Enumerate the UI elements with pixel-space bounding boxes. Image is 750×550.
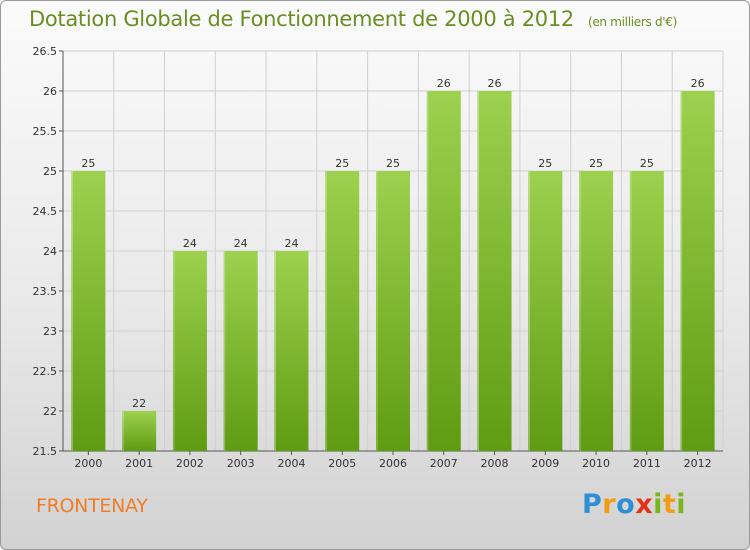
bars bbox=[71, 91, 715, 451]
bar-2010 bbox=[579, 171, 614, 451]
chart-subtitle: (en milliers d'€) bbox=[587, 15, 677, 29]
bar-2000 bbox=[71, 171, 106, 451]
x-tick-label-2002: 2002 bbox=[176, 457, 204, 470]
bar-2011 bbox=[629, 171, 664, 451]
bar-2012 bbox=[680, 91, 715, 451]
bar-2003 bbox=[223, 251, 258, 451]
bar-2004 bbox=[274, 251, 309, 451]
value-label-2001: 22 bbox=[132, 397, 146, 410]
y-tick-label: 21.5 bbox=[33, 445, 58, 458]
bar-2009 bbox=[528, 171, 563, 451]
value-label-2000: 25 bbox=[81, 157, 95, 170]
y-tick-labels: 21.5 22 22.5 23 23.5 24 24.5 25 25.5 26 26.5 bbox=[33, 45, 58, 458]
place-name: FRONTENAY bbox=[36, 495, 148, 517]
value-label-2004: 24 bbox=[284, 237, 298, 250]
x-tick-label-2010: 2010 bbox=[582, 457, 610, 470]
bar-2007 bbox=[426, 91, 461, 451]
x-tick-label-2012: 2012 bbox=[684, 457, 712, 470]
x-tick-label-2001: 2001 bbox=[125, 457, 153, 470]
value-label-2002: 24 bbox=[183, 237, 197, 250]
x-tick-labels: 2000 2001 2002 2003 2004 2005 2006 2007 2008 2009… bbox=[74, 457, 711, 470]
value-label-2003: 24 bbox=[234, 237, 248, 250]
value-label-2005: 25 bbox=[335, 157, 349, 170]
x-tick-label-2008: 2008 bbox=[481, 457, 509, 470]
bar-2008 bbox=[477, 91, 512, 451]
y-tick-label: 25 bbox=[43, 165, 57, 178]
bar-2002 bbox=[172, 251, 207, 451]
y-tick-label: 22 bbox=[43, 405, 57, 418]
bar-2005 bbox=[325, 171, 360, 451]
value-label-2009: 25 bbox=[538, 157, 552, 170]
x-tick-label-2005: 2005 bbox=[328, 457, 356, 470]
bar-2006 bbox=[376, 171, 410, 451]
value-label-2010: 25 bbox=[589, 157, 603, 170]
y-tick-label: 26 bbox=[43, 85, 57, 98]
y-tick-label: 26.5 bbox=[33, 45, 58, 58]
y-tick-label: 23 bbox=[43, 325, 57, 338]
y-tick-label: 24 bbox=[43, 245, 57, 258]
x-tick-label-2009: 2009 bbox=[531, 457, 559, 470]
x-tick-label-2000: 2000 bbox=[74, 457, 102, 470]
chart-title: Dotation Globale de Fonctionnement de 20… bbox=[29, 7, 677, 31]
value-label-2006: 25 bbox=[386, 157, 400, 170]
bar-2001 bbox=[122, 411, 157, 451]
value-label-2011: 25 bbox=[640, 157, 654, 170]
y-tick-label: 25.5 bbox=[33, 125, 58, 138]
y-tick-label: 22.5 bbox=[33, 365, 58, 378]
y-tick-label: 23.5 bbox=[33, 285, 58, 298]
value-label-2007: 26 bbox=[437, 77, 451, 90]
x-tick-label-2006: 2006 bbox=[379, 457, 407, 470]
x-tick-label-2004: 2004 bbox=[277, 457, 305, 470]
proxiti-logo: Proxiti bbox=[582, 489, 687, 520]
y-tick-label: 24.5 bbox=[33, 205, 58, 218]
x-tick-label-2011: 2011 bbox=[633, 457, 661, 470]
value-label-2008: 26 bbox=[488, 77, 502, 90]
x-tick-label-2007: 2007 bbox=[430, 457, 458, 470]
chart-title-text: Dotation Globale de Fonctionnement de 20… bbox=[29, 7, 574, 31]
value-label-2012: 26 bbox=[691, 77, 705, 90]
x-tick-label-2003: 2003 bbox=[227, 457, 255, 470]
value-labels: 25 22 24 24 24 25 25 26 26 25 25 25 26 bbox=[81, 77, 704, 410]
